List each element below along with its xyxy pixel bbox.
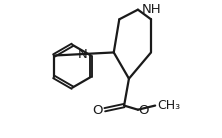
Text: N: N: [78, 48, 88, 61]
Text: NH: NH: [141, 3, 161, 16]
Text: O: O: [92, 104, 102, 117]
Text: O: O: [139, 104, 149, 117]
Text: CH₃: CH₃: [158, 99, 181, 112]
